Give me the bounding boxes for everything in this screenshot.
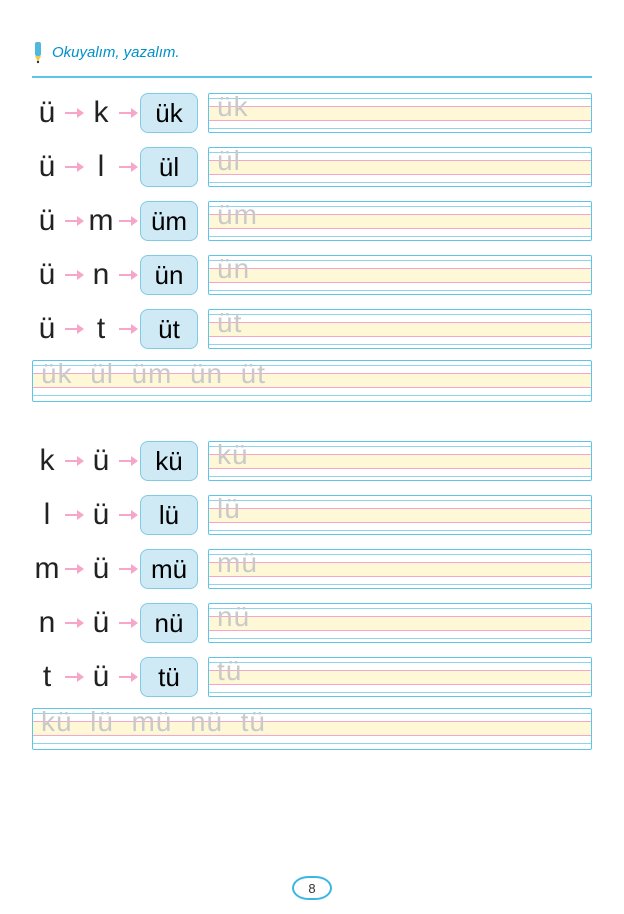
syllable-badge: lü bbox=[140, 495, 198, 535]
worksheet-header: Okuyalım, yazalım. bbox=[32, 40, 592, 64]
syllable-badge: ün bbox=[140, 255, 198, 295]
arrow-icon bbox=[62, 508, 86, 522]
letter-1: ü bbox=[32, 312, 62, 346]
summary-trace-text: ük ül üm ün üt bbox=[41, 360, 266, 390]
arrow-icon bbox=[62, 454, 86, 468]
letter-1: n bbox=[32, 606, 62, 640]
writing-box[interactable]: kü bbox=[208, 441, 592, 481]
writing-box[interactable]: ül bbox=[208, 147, 592, 187]
writing-box[interactable]: mü bbox=[208, 549, 592, 589]
worksheet-content: ü k ük ük ü l ül ül ü m üm bbox=[32, 90, 592, 750]
syllable-badge: ül bbox=[140, 147, 198, 187]
syllable-row: ü t üt üt bbox=[32, 306, 592, 352]
syllable-badge: tü bbox=[140, 657, 198, 697]
letter-1: k bbox=[32, 444, 62, 478]
summary-trace-text: kü lü mü nü tü bbox=[41, 708, 266, 738]
arrow-icon bbox=[116, 616, 140, 630]
letter-2: ü bbox=[86, 444, 116, 478]
letter-2: m bbox=[86, 204, 116, 238]
letter-1: ü bbox=[32, 258, 62, 292]
arrow-icon bbox=[62, 106, 86, 120]
syllable-row: ü m üm üm bbox=[32, 198, 592, 244]
syllable-row: l ü lü lü bbox=[32, 492, 592, 538]
arrow-icon bbox=[62, 268, 86, 282]
letter-2: k bbox=[86, 96, 116, 130]
arrow-icon bbox=[116, 268, 140, 282]
letter-1: ü bbox=[32, 96, 62, 130]
letter-2: ü bbox=[86, 606, 116, 640]
writing-box[interactable]: ün bbox=[208, 255, 592, 295]
trace-text: ül bbox=[217, 147, 241, 177]
syllable-badge: nü bbox=[140, 603, 198, 643]
summary-writing-box[interactable]: ük ül üm ün üt bbox=[32, 360, 592, 402]
arrow-icon bbox=[116, 106, 140, 120]
letter-2: n bbox=[86, 258, 116, 292]
trace-text: ün bbox=[217, 255, 250, 285]
arrow-icon bbox=[116, 562, 140, 576]
syllable-badge: kü bbox=[140, 441, 198, 481]
page-number-text: 8 bbox=[308, 881, 315, 896]
trace-text: üm bbox=[217, 201, 258, 231]
letter-2: ü bbox=[86, 552, 116, 586]
arrow-icon bbox=[62, 322, 86, 336]
page-number: 8 bbox=[292, 876, 332, 900]
syllable-row: ü l ül ül bbox=[32, 144, 592, 190]
letter-2: l bbox=[86, 150, 116, 184]
letter-2: ü bbox=[86, 660, 116, 694]
arrow-icon bbox=[116, 454, 140, 468]
letter-2: ü bbox=[86, 498, 116, 532]
arrow-icon bbox=[62, 562, 86, 576]
arrow-icon bbox=[116, 670, 140, 684]
syllable-badge: üm bbox=[140, 201, 198, 241]
letter-2: t bbox=[86, 312, 116, 346]
writing-box[interactable]: nü bbox=[208, 603, 592, 643]
syllable-row: n ü nü nü bbox=[32, 600, 592, 646]
arrow-icon bbox=[116, 160, 140, 174]
syllable-row: k ü kü kü bbox=[32, 438, 592, 484]
arrow-icon bbox=[116, 322, 140, 336]
writing-box[interactable]: ük bbox=[208, 93, 592, 133]
arrow-icon bbox=[62, 670, 86, 684]
syllable-badge: ük bbox=[140, 93, 198, 133]
letter-1: l bbox=[32, 498, 62, 532]
writing-box[interactable]: lü bbox=[208, 495, 592, 535]
writing-box[interactable]: üm bbox=[208, 201, 592, 241]
syllable-badge: üt bbox=[140, 309, 198, 349]
trace-text: mü bbox=[217, 549, 258, 579]
syllable-row: ü k ük ük bbox=[32, 90, 592, 136]
letter-1: ü bbox=[32, 204, 62, 238]
summary-writing-box[interactable]: kü lü mü nü tü bbox=[32, 708, 592, 750]
header-title: Okuyalım, yazalım. bbox=[52, 44, 180, 61]
arrow-icon bbox=[116, 508, 140, 522]
section-gap bbox=[32, 418, 592, 438]
arrow-icon bbox=[62, 160, 86, 174]
trace-text: tü bbox=[217, 657, 242, 687]
syllable-badge: mü bbox=[140, 549, 198, 589]
trace-text: lü bbox=[217, 495, 241, 525]
arrow-icon bbox=[116, 214, 140, 228]
writing-box[interactable]: tü bbox=[208, 657, 592, 697]
syllable-row: ü n ün ün bbox=[32, 252, 592, 298]
writing-box[interactable]: üt bbox=[208, 309, 592, 349]
letter-1: t bbox=[32, 660, 62, 694]
trace-text: üt bbox=[217, 309, 242, 339]
syllable-row: m ü mü mü bbox=[32, 546, 592, 592]
trace-text: nü bbox=[217, 603, 250, 633]
letter-1: ü bbox=[32, 150, 62, 184]
arrow-icon bbox=[62, 616, 86, 630]
syllable-row: t ü tü tü bbox=[32, 654, 592, 700]
trace-text: kü bbox=[217, 441, 249, 471]
letter-1: m bbox=[32, 552, 62, 586]
pencil-icon bbox=[32, 40, 44, 64]
header-rule bbox=[32, 76, 592, 78]
trace-text: ük bbox=[217, 93, 249, 123]
arrow-icon bbox=[62, 214, 86, 228]
